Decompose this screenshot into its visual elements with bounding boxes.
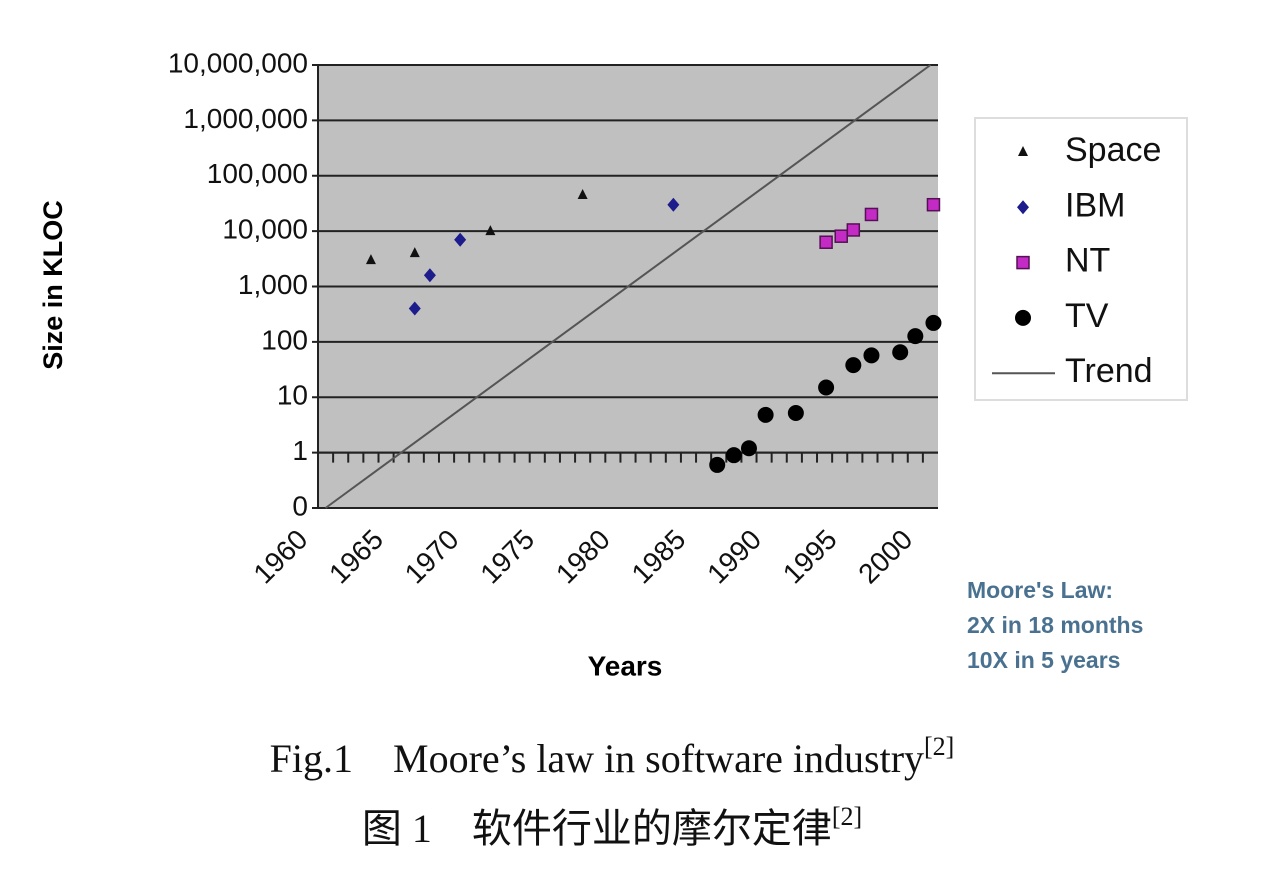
y-tick-label: 10,000 — [222, 214, 308, 245]
y-tick-label: 1,000 — [238, 269, 308, 300]
annotation: 2X in 18 months — [967, 612, 1143, 638]
point — [863, 347, 880, 364]
x-tick-label: 1995 — [777, 524, 843, 590]
y-tick-label: 10,000,000 — [168, 47, 308, 78]
legend-label: TV — [1065, 297, 1109, 335]
legend-swatch — [1017, 200, 1029, 215]
x-tick-label: 1985 — [626, 524, 692, 590]
x-tick-label: 1970 — [399, 524, 465, 590]
point — [819, 235, 833, 249]
caption-ref: [2] — [832, 802, 862, 831]
legend-swatch — [1016, 255, 1030, 270]
point — [454, 232, 467, 247]
point — [925, 314, 942, 331]
point — [485, 225, 496, 236]
point — [834, 229, 848, 243]
point — [787, 404, 804, 421]
point — [365, 254, 376, 265]
x-axis-label: Years — [588, 650, 663, 681]
legend-box — [974, 117, 1188, 401]
point — [667, 197, 680, 212]
x-tick-label: 2000 — [852, 524, 918, 590]
legend-label: NT — [1065, 242, 1110, 280]
caption-zh: 图 1 软件行业的摩尔定律[2] — [362, 802, 862, 851]
point — [740, 440, 757, 457]
annotation: 10X in 5 years — [967, 647, 1120, 673]
y-tick-label: 10 — [277, 380, 308, 411]
point — [864, 207, 879, 222]
legend-swatch — [1015, 309, 1031, 326]
point — [408, 301, 421, 316]
point — [907, 328, 924, 345]
x-tick-label: 1975 — [474, 524, 540, 590]
point — [892, 344, 909, 361]
caption-en: Fig.1 Moore’s law in software industry[2… — [270, 732, 955, 781]
caption-ref: [2] — [924, 732, 954, 761]
point — [577, 188, 588, 199]
y-axis-label: Size in KLOC — [38, 200, 68, 370]
trend-line — [324, 64, 932, 509]
point — [926, 197, 941, 212]
x-tick-label: 1990 — [701, 524, 767, 590]
x-tick-label: 1980 — [550, 524, 616, 590]
legend-label: Space — [1065, 131, 1161, 169]
point — [845, 357, 862, 374]
legend-label: IBM — [1065, 186, 1125, 224]
y-tick-label: 100,000 — [207, 158, 308, 189]
y-tick-label: 100 — [261, 324, 308, 355]
caption-text: Fig.1 Moore’s law in software industry — [270, 736, 924, 781]
x-tick-label: 1965 — [323, 524, 389, 590]
legend-label: Trend — [1065, 352, 1153, 390]
point — [757, 406, 774, 423]
annotation: Moore's Law: — [967, 577, 1113, 603]
legend-swatch — [1018, 146, 1028, 156]
y-tick-label: 1 — [292, 435, 308, 466]
y-tick-label: 1,000,000 — [183, 103, 308, 134]
point — [709, 456, 726, 473]
caption-text: 图 1 软件行业的摩尔定律 — [362, 806, 832, 851]
x-tick-label: 1960 — [247, 524, 313, 590]
point — [846, 223, 861, 237]
point — [818, 379, 835, 396]
point — [409, 247, 420, 258]
point — [725, 447, 742, 464]
point — [423, 268, 436, 283]
y-tick-label: 0 — [292, 490, 308, 521]
